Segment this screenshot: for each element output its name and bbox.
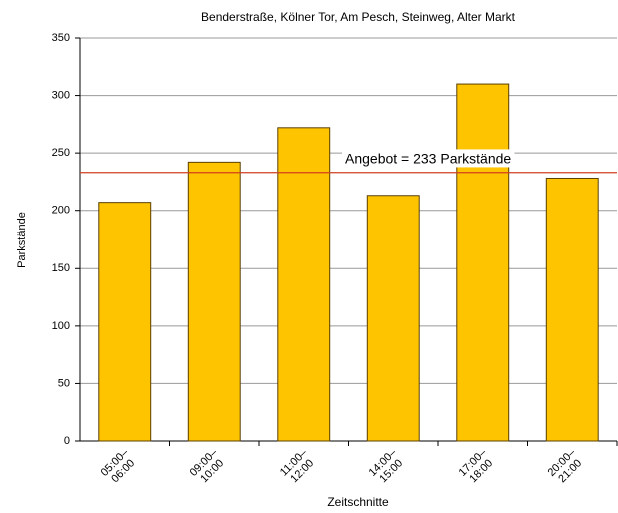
bar bbox=[366, 195, 420, 442]
bar bbox=[187, 161, 241, 442]
y-tick-label: 150 bbox=[52, 262, 70, 274]
bar bbox=[98, 202, 152, 442]
reference-label-bg bbox=[342, 149, 515, 168]
x-axis-label: Zeitschnitte bbox=[327, 495, 389, 509]
y-tick-label: 0 bbox=[64, 435, 70, 447]
chart-title: Benderstraße, Kölner Tor, Am Pesch, Stei… bbox=[201, 10, 516, 24]
y-tick-label: 350 bbox=[52, 32, 70, 44]
y-tick-label: 50 bbox=[58, 377, 70, 389]
bar bbox=[545, 177, 599, 442]
y-axis-label: Parkstände bbox=[16, 212, 28, 268]
y-tick-label: 200 bbox=[52, 205, 70, 217]
bar bbox=[277, 127, 331, 442]
y-tick-label: 250 bbox=[52, 147, 70, 159]
y-tick-label: 300 bbox=[52, 89, 70, 101]
reference-label: Angebot = 233 Parkstände bbox=[345, 150, 511, 166]
bar bbox=[456, 83, 510, 442]
y-tick-label: 100 bbox=[52, 320, 70, 332]
